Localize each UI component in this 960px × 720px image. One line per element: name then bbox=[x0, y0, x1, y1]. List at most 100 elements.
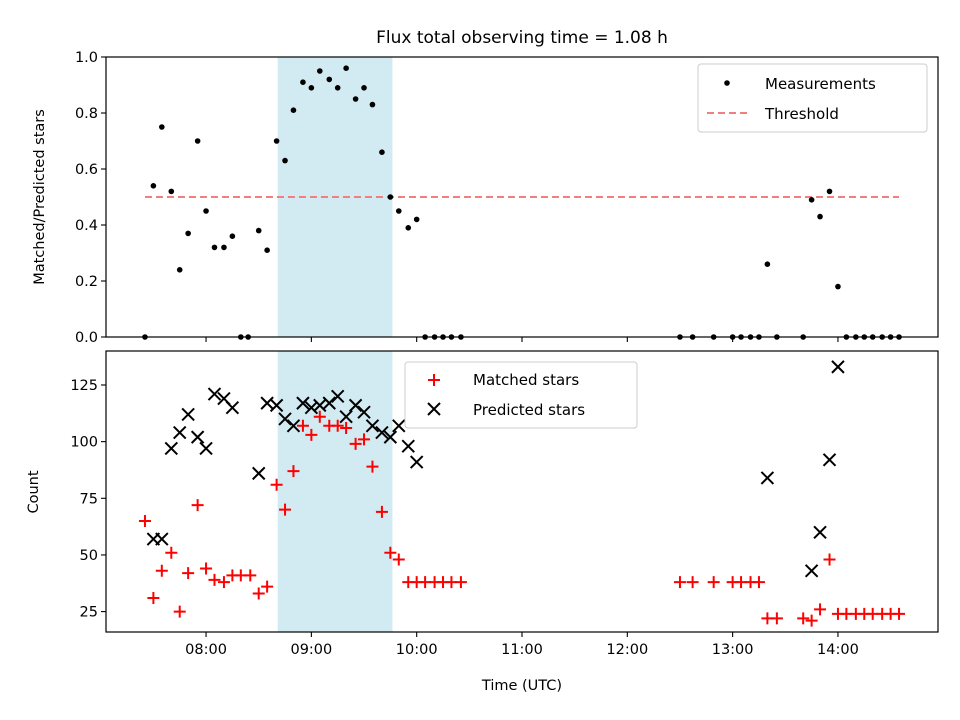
matched-star-point bbox=[805, 614, 818, 627]
matched-star-point bbox=[673, 576, 686, 589]
top-panel: 0.0 0.2 0.4 0.6 0.8 1.0 Matched/Predicted sta… bbox=[32, 50, 939, 346]
predicted-star-point bbox=[392, 419, 406, 433]
matched-star-point bbox=[384, 546, 397, 559]
predicted-star-point bbox=[322, 396, 336, 410]
chart-title: Flux total observing time = 1.08 h bbox=[376, 28, 668, 48]
matched-star-point bbox=[200, 562, 213, 575]
measurement-point bbox=[379, 149, 385, 155]
matched-star-point bbox=[287, 465, 300, 478]
predicted-star-point bbox=[252, 466, 266, 481]
matched-star-point bbox=[217, 576, 230, 589]
bottom-y-tick-label: 100 bbox=[70, 435, 98, 451]
predicted-star-point bbox=[155, 532, 169, 546]
bottom-y-tick-label: 125 bbox=[70, 378, 98, 394]
measurement-point bbox=[405, 225, 412, 231]
predicted-star-point bbox=[296, 396, 310, 410]
predicted-star-point bbox=[813, 525, 827, 539]
measurement-point bbox=[835, 283, 841, 290]
measurement-point bbox=[282, 157, 288, 164]
bottom-y-tick-label: 25 bbox=[80, 605, 98, 621]
top-y-tick-label: 0.8 bbox=[75, 106, 98, 122]
legend-matched-label: Matched stars bbox=[473, 371, 579, 389]
top-y-tick-label: 0.6 bbox=[75, 162, 98, 178]
measurement-point bbox=[308, 85, 315, 91]
measurement-point bbox=[808, 197, 815, 203]
measurement-point bbox=[326, 76, 333, 83]
measurement-point bbox=[764, 261, 771, 268]
predicted-star-point bbox=[173, 425, 187, 440]
bottom-x-tick-label: 08:00 bbox=[185, 642, 227, 658]
measurement-point bbox=[264, 247, 270, 253]
matched-star-point bbox=[349, 437, 362, 450]
measurement-point bbox=[817, 213, 823, 220]
matched-star-point bbox=[454, 576, 467, 589]
predicted-star-point bbox=[822, 453, 837, 467]
predicted-star-point bbox=[164, 441, 179, 456]
top-y-tick-label: 0.2 bbox=[75, 274, 98, 290]
predicted-star-point bbox=[199, 441, 213, 456]
matched-star-point bbox=[270, 478, 283, 491]
predicted-star-point bbox=[330, 389, 345, 404]
top-y-axis-label: Matched/Predicted stars bbox=[32, 109, 48, 285]
predicted-star-point bbox=[831, 360, 845, 374]
matched-star-point bbox=[797, 612, 810, 625]
matched-star-point bbox=[358, 433, 371, 446]
legend-threshold-label: Threshold bbox=[764, 105, 839, 123]
measurement-point bbox=[176, 267, 183, 273]
predicted-star-point bbox=[348, 398, 363, 413]
predicted-star-point bbox=[190, 430, 205, 444]
bottom-x-tick-label: 10:00 bbox=[396, 642, 438, 658]
matched-star-point bbox=[340, 422, 353, 435]
matched-star-point bbox=[770, 612, 783, 625]
measurement-point bbox=[159, 124, 165, 130]
bottom-legend-box bbox=[404, 361, 638, 429]
measurement-point bbox=[413, 216, 420, 223]
matched-star-point bbox=[392, 553, 405, 566]
matched-star-point bbox=[814, 603, 827, 616]
predicted-star-point bbox=[357, 405, 371, 419]
predicted-star-point bbox=[383, 430, 398, 444]
measurement-point bbox=[316, 68, 323, 74]
measurement-point bbox=[273, 138, 280, 144]
bottom-panel-ticks: 25 50 75 100 125 08:00 09:00 10:00 11:00 12:00 13:… bbox=[70, 378, 859, 658]
measurement-point bbox=[395, 208, 402, 214]
bottom-x-tick-label: 13:00 bbox=[712, 642, 754, 658]
bottom-x-tick-label: 09:00 bbox=[290, 642, 332, 658]
matched-star-point bbox=[165, 546, 178, 559]
predicted-star-point bbox=[365, 419, 380, 433]
matched-star-point bbox=[279, 503, 292, 516]
measurement-point bbox=[255, 227, 262, 234]
bottom-y-tick-label: 75 bbox=[80, 491, 98, 507]
top-y-tick-label: 1.0 bbox=[75, 50, 98, 66]
predicted-star-point bbox=[181, 407, 195, 422]
measurement-point bbox=[229, 233, 236, 239]
matched-star-point bbox=[261, 580, 274, 593]
matched-star-point bbox=[331, 419, 344, 432]
legend-predicted-label: Predicted stars bbox=[473, 401, 585, 419]
predicted-star-point bbox=[804, 564, 819, 578]
predicted-star-point bbox=[760, 471, 775, 485]
measurement-point bbox=[211, 244, 218, 251]
top-y-tick-label: 0.4 bbox=[75, 218, 98, 234]
matched-star-point bbox=[366, 460, 379, 473]
matched-star-point bbox=[893, 607, 906, 620]
predicted-star-point bbox=[286, 419, 301, 433]
measurement-point bbox=[334, 85, 341, 91]
bottom-y-axis-label: Count bbox=[26, 470, 42, 513]
measurement-point bbox=[352, 96, 359, 102]
predicted-star-point bbox=[269, 398, 284, 413]
top-y-tick-label: 0.0 bbox=[75, 330, 98, 346]
measurement-point bbox=[194, 138, 201, 144]
legend-measurements-marker bbox=[724, 80, 730, 86]
matched-star-point bbox=[707, 576, 720, 589]
measurement-point bbox=[185, 230, 191, 237]
legend-matched-marker bbox=[428, 374, 440, 386]
predicted-star-point bbox=[304, 400, 319, 415]
matched-star-point bbox=[752, 576, 765, 589]
bottom-panel-marks bbox=[138, 360, 906, 627]
measurement-point bbox=[150, 183, 157, 189]
predicted-star-point bbox=[409, 455, 424, 469]
measurement-point bbox=[168, 188, 175, 195]
predicted-star-point bbox=[401, 439, 415, 453]
